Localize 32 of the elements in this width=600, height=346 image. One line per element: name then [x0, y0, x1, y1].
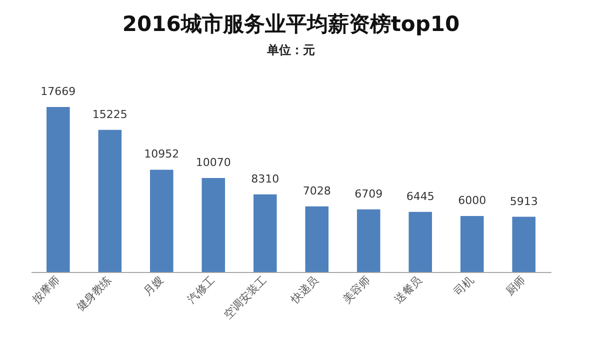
bar [356, 209, 380, 272]
x-tick-label: 月嫂 [141, 274, 166, 298]
bar [305, 206, 329, 272]
bar [512, 216, 536, 272]
chart-subtitle: 单位：元 [266, 43, 315, 57]
data-label: 6445 [406, 190, 434, 203]
chart-title: 2016城市服务业平均薪资榜top10 [122, 12, 460, 36]
x-tick-label: 司机 [452, 274, 476, 298]
x-tick-label: 汽修工 [185, 274, 218, 306]
bar [150, 170, 174, 272]
data-label: 7028 [302, 184, 331, 198]
data-label: 5913 [510, 194, 538, 208]
bar [408, 212, 432, 272]
data-label: 10070 [196, 156, 231, 169]
x-tick-label: 送餐员 [392, 274, 425, 306]
bar [253, 194, 277, 272]
data-label: 15225 [92, 108, 128, 121]
x-tick-label: 按摩师 [30, 274, 62, 306]
data-label: 6709 [354, 187, 383, 200]
bar [460, 216, 484, 272]
x-tick-label: 快递员 [288, 274, 322, 307]
bar [98, 130, 122, 272]
bar [202, 178, 226, 272]
bar [46, 107, 70, 272]
data-label: 17669 [40, 85, 76, 98]
data-label: 6000 [458, 194, 486, 207]
x-tick-label: 厨师 [503, 274, 528, 298]
x-tick-label: 美容师 [340, 274, 373, 306]
x-tick-label: 空调安装工 [221, 274, 270, 322]
data-label: 8310 [251, 172, 280, 186]
data-label: 10952 [144, 148, 180, 161]
x-tick-label: 健身教练 [74, 274, 114, 314]
